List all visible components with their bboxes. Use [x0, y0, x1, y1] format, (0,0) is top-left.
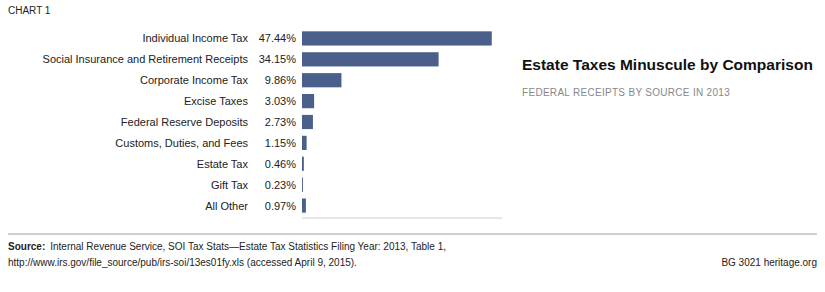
category-label: Individual Income Tax: [142, 32, 248, 44]
source-url: http://www.irs.gov/file_source/pub/irs-s…: [8, 257, 357, 268]
source-text: Internal Revenue Service, SOI Tax Stats—…: [50, 241, 446, 252]
chart: Individual Income Tax 47.44% Social Insura…: [0, 0, 825, 292]
data-label: 47.44%: [259, 32, 297, 44]
category-label: All Other: [205, 200, 248, 212]
bar: [302, 198, 306, 212]
data-label: 34.15%: [259, 53, 297, 65]
data-label: 2.73%: [265, 116, 296, 128]
data-label: 0.23%: [265, 179, 296, 191]
source-label: Source:: [8, 241, 45, 252]
category-label: Gift Tax: [211, 179, 249, 191]
data-label: 9.86%: [265, 74, 296, 86]
data-label: 1.15%: [265, 137, 296, 149]
chart-label: CHART 1: [8, 5, 51, 16]
bars: [302, 31, 492, 212]
category-label: Federal Reserve Deposits: [121, 116, 249, 128]
bar: [302, 73, 341, 87]
bar: [302, 52, 439, 66]
category-label: Social Insurance and Retirement Receipts: [43, 53, 249, 65]
bar: [302, 94, 314, 108]
bar: [302, 178, 303, 192]
bar: [302, 136, 307, 150]
subtitle: FEDERAL RECEIPTS BY SOURCE IN 2013: [522, 87, 730, 98]
bar: [302, 115, 313, 129]
category-label: Corporate Income Tax: [140, 74, 249, 86]
bar: [302, 157, 304, 171]
title: Estate Taxes Minuscule by Comparison: [522, 56, 813, 73]
data-label: 0.46%: [265, 158, 296, 170]
bar: [302, 31, 492, 45]
data-label: 3.03%: [265, 95, 296, 107]
x-axis-line: [302, 218, 502, 219]
divider: [8, 234, 817, 235]
category-label: Customs, Duties, and Fees: [115, 137, 248, 149]
category-label: Excise Taxes: [184, 95, 248, 107]
footer: BG 3021 heritage.org: [721, 257, 817, 268]
labels: Individual Income Tax 47.44% Social Insura…: [43, 32, 297, 211]
category-label: Estate Tax: [197, 158, 249, 170]
data-label: 0.97%: [265, 200, 296, 212]
